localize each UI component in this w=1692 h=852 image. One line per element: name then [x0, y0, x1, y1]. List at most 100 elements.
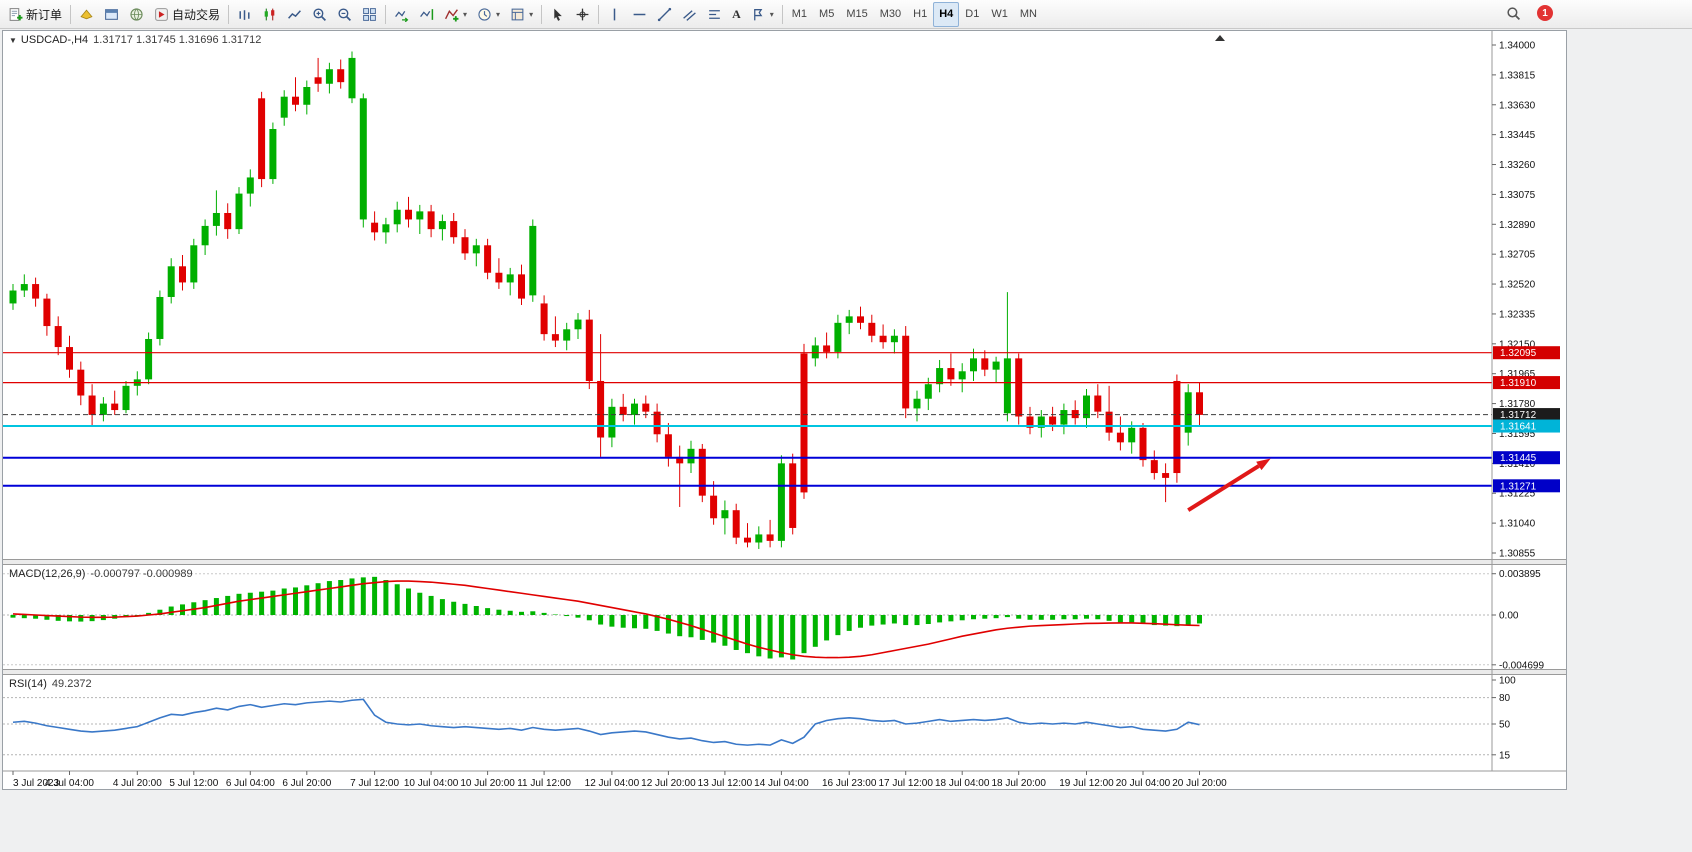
svg-text:50: 50 — [1499, 720, 1511, 731]
timeframe-mn-button[interactable]: MN — [1019, 8, 1037, 20]
templates-icon — [510, 7, 525, 22]
svg-text:11 Jul 12:00: 11 Jul 12:00 — [517, 778, 571, 789]
timeframe-w1-button[interactable]: W1 — [991, 8, 1008, 20]
auto-scroll-icon — [394, 7, 409, 22]
text-tool-button[interactable]: A — [727, 2, 746, 27]
terminal-panel-button[interactable] — [99, 2, 124, 27]
indicators-icon — [444, 7, 459, 22]
vertical-line-tool-button[interactable] — [602, 2, 627, 27]
toolbar-separator — [385, 4, 387, 24]
svg-text:1.33445: 1.33445 — [1499, 130, 1536, 141]
toolbar-separator — [781, 4, 783, 24]
chart-shift-button[interactable] — [414, 2, 439, 27]
svg-text:1.33630: 1.33630 — [1499, 100, 1536, 111]
tile-windows-button[interactable] — [357, 2, 382, 27]
svg-text:12 Jul 04:00: 12 Jul 04:00 — [585, 778, 640, 789]
metaeditor-button[interactable] — [74, 2, 99, 27]
arrows-tool-button[interactable]: ▾ — [746, 2, 779, 27]
strategy-tester-button[interactable] — [124, 2, 149, 27]
zoom-in-icon — [312, 7, 327, 22]
svg-text:1.31641: 1.31641 — [1500, 422, 1537, 433]
notification-badge[interactable]: 1 — [1537, 5, 1553, 21]
svg-text:0.003895: 0.003895 — [1499, 569, 1541, 580]
search-icon[interactable] — [1506, 6, 1521, 21]
new-order-button[interactable]: 新订单 — [3, 2, 67, 27]
templates-button[interactable]: ▾ — [505, 2, 538, 27]
svg-text:19 Jul 12:00: 19 Jul 12:00 — [1059, 778, 1114, 789]
trendline-tool-button[interactable] — [652, 2, 677, 27]
crosshair-button[interactable] — [570, 2, 595, 27]
auto-trading-label: 自动交易 — [172, 7, 221, 22]
auto-scroll-button[interactable] — [389, 2, 414, 27]
dropdown-icon: ▾ — [529, 9, 534, 19]
line-chart-icon — [287, 7, 302, 22]
timeframe-m30-button[interactable]: M30 — [879, 8, 902, 20]
svg-text:14 Jul 04:00: 14 Jul 04:00 — [754, 778, 809, 789]
fibonacci-tool-button[interactable] — [702, 2, 727, 27]
toolbar-right-group: 1 — [1506, 5, 1553, 21]
main-toolbar: 新订单 自动交易 ▾ ▾ ▾ A ▾ M1 M5 M15 M30 H1 H4 D… — [0, 0, 1692, 29]
channel-tool-button[interactable] — [677, 2, 702, 27]
candlestick-chart-button[interactable] — [257, 2, 282, 27]
svg-text:1.32890: 1.32890 — [1499, 220, 1536, 231]
horizontal-line-icon — [632, 7, 647, 22]
indicators-button[interactable]: ▾ — [439, 2, 472, 27]
timeframe-m1-button[interactable]: M1 — [791, 8, 808, 20]
fibonacci-icon — [707, 7, 722, 22]
svg-text:10 Jul 20:00: 10 Jul 20:00 — [460, 778, 515, 789]
svg-text:5 Jul 12:00: 5 Jul 12:00 — [169, 778, 218, 789]
bar-chart-icon — [237, 7, 252, 22]
svg-text:1.31965: 1.31965 — [1499, 369, 1536, 380]
cursor-button[interactable] — [545, 2, 570, 27]
line-chart-button[interactable] — [282, 2, 307, 27]
auto-trading-button[interactable]: 自动交易 — [149, 2, 225, 27]
svg-text:7 Jul 12:00: 7 Jul 12:00 — [350, 778, 399, 789]
timeframe-h4-button[interactable]: H4 — [933, 1, 960, 27]
svg-text:1.33260: 1.33260 — [1499, 160, 1536, 171]
svg-text:10 Jul 04:00: 10 Jul 04:00 — [404, 778, 459, 789]
svg-text:18 Jul 04:00: 18 Jul 04:00 — [935, 778, 990, 789]
svg-text:1.31910: 1.31910 — [1500, 378, 1537, 389]
toolbar-separator — [70, 4, 72, 24]
timeframe-m5-button[interactable]: M5 — [819, 8, 835, 20]
dropdown-icon: ▾ — [463, 9, 468, 19]
svg-text:1.31225: 1.31225 — [1499, 489, 1536, 500]
periods-button[interactable]: ▾ — [472, 2, 505, 27]
svg-text:12 Jul 20:00: 12 Jul 20:00 — [641, 778, 696, 789]
zoom-out-button[interactable] — [332, 2, 357, 27]
one-click-trading-toggle[interactable]: ▼ — [9, 36, 17, 45]
new-order-icon — [8, 7, 23, 22]
svg-text:4 Jul 04:00: 4 Jul 04:00 — [45, 778, 94, 789]
timeframe-m15-button[interactable]: M15 — [846, 8, 868, 20]
svg-text:1.31712: 1.31712 — [1500, 410, 1537, 421]
svg-text:1.33075: 1.33075 — [1499, 190, 1536, 201]
svg-text:1.31780: 1.31780 — [1499, 399, 1536, 410]
metaeditor-icon — [79, 7, 94, 22]
periods-clock-icon — [477, 7, 492, 22]
svg-text:1.31595: 1.31595 — [1499, 429, 1536, 440]
zoom-out-icon — [337, 7, 352, 22]
zoom-in-button[interactable] — [307, 2, 332, 27]
chart-shift-icon — [419, 7, 434, 22]
text-tool-icon: A — [732, 6, 741, 21]
svg-text:15: 15 — [1499, 750, 1511, 761]
chart-window[interactable]: 1.34000 1.33815 1.33630 1.33445 1.33260 1.330… — [2, 30, 1567, 790]
channel-icon — [682, 7, 697, 22]
svg-text:3 Jul 2023: 3 Jul 2023 — [13, 778, 60, 789]
svg-text:18 Jul 20:00: 18 Jul 20:00 — [991, 778, 1046, 789]
new-order-label: 新订单 — [26, 7, 63, 22]
timeframe-h1-button[interactable]: H1 — [913, 8, 928, 20]
svg-text:16 Jul 23:00: 16 Jul 23:00 — [822, 778, 877, 789]
svg-text:0.00: 0.00 — [1499, 611, 1519, 622]
horizontal-line-tool-button[interactable] — [627, 2, 652, 27]
toolbar-separator — [228, 4, 230, 24]
svg-text:1.32705: 1.32705 — [1499, 250, 1536, 261]
chart-canvas[interactable]: 1.34000 1.33815 1.33630 1.33445 1.33260 1.330… — [3, 31, 1566, 789]
svg-text:1.32335: 1.32335 — [1499, 309, 1536, 320]
bar-chart-button[interactable] — [232, 2, 257, 27]
timeframe-d1-button[interactable]: D1 — [965, 8, 980, 20]
candlestick-chart-icon — [262, 7, 277, 22]
svg-text:20 Jul 20:00: 20 Jul 20:00 — [1172, 778, 1227, 789]
svg-text:20 Jul 04:00: 20 Jul 04:00 — [1116, 778, 1171, 789]
svg-text:4 Jul 20:00: 4 Jul 20:00 — [113, 778, 162, 789]
